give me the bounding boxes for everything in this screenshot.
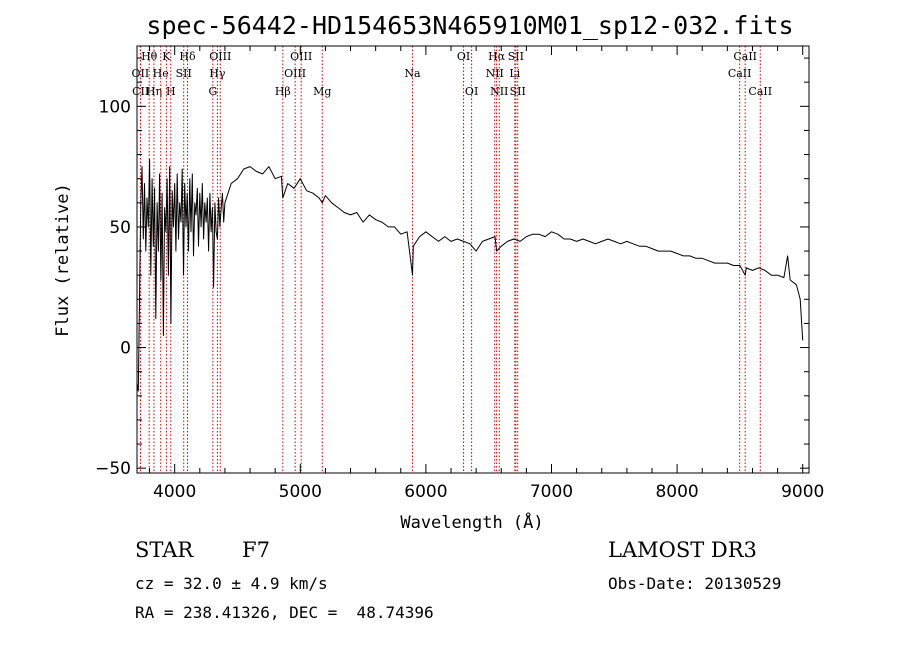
survey-label: LAMOST DR3 — [608, 538, 757, 562]
y-tick-label: −50 — [95, 459, 131, 479]
spectral-line-label: OIII — [290, 50, 312, 63]
subclass-label: F7 — [242, 538, 270, 562]
spectrum-series — [136, 158, 804, 392]
spectral-line-label: H — [166, 85, 176, 98]
spectral-line-label: CaII — [728, 67, 752, 80]
spectral-line-label: OIII — [284, 67, 306, 80]
spectral-line-label: OII — [132, 67, 150, 80]
x-tick-label: 7000 — [530, 482, 573, 502]
spectral-line-label: Hα — [488, 50, 506, 63]
spectral-line-label: Hδ — [179, 50, 196, 63]
axis-ticks: 4000 5000 6000 7000 8000 9000 −50 0 50 100 — [95, 46, 824, 502]
spectral-line-label: CaII — [748, 85, 772, 98]
x-axis-label: Wavelength (Å) — [400, 511, 543, 533]
spectral-line-label: Na — [404, 67, 421, 80]
spectral-line-label: He — [153, 67, 169, 80]
spectral-line-label: OI — [465, 85, 478, 98]
y-tick-label: 100 — [99, 97, 131, 117]
spectral-line-label: Hβ — [275, 85, 291, 98]
spectral-line-label: SII — [176, 67, 192, 80]
spectrum-line-flux — [136, 158, 804, 392]
x-tick-label: 9000 — [781, 482, 824, 502]
spectral-line-label: OI — [457, 50, 470, 63]
spectral-line-label: Hθ — [141, 50, 158, 63]
spectral-line-label: Li — [509, 67, 520, 80]
y-tick-label: 0 — [120, 339, 131, 359]
spectral-line-label: Mg — [313, 85, 331, 98]
coordinates-readout: RA = 238.41326, DEC = 48.74396 — [135, 603, 434, 622]
y-tick-label: 50 — [109, 218, 131, 238]
cz-readout: cz = 32.0 ± 4.9 km/s — [135, 574, 328, 593]
spectral-line-label: G — [208, 85, 217, 98]
x-tick-label: 4000 — [153, 482, 196, 502]
spectral-line-label: SII — [508, 50, 524, 63]
x-tick-label: 8000 — [655, 482, 698, 502]
spectral-line-label: SII — [510, 85, 526, 98]
spectral-line-label: CII — [132, 85, 149, 98]
chart-title: spec-56442-HD154653N465910M01_sp12-032.f… — [146, 11, 793, 40]
x-tick-label: 6000 — [404, 482, 447, 502]
spectral-line-label: K — [162, 50, 171, 63]
spectral-line-label: CaII — [733, 50, 757, 63]
spectral-line-label: Hγ — [209, 67, 226, 80]
x-tick-label: 5000 — [279, 482, 322, 502]
obs-date-readout: Obs-Date: 20130529 — [608, 574, 782, 593]
class-label: STAR — [135, 538, 194, 562]
spectral-line-label: Hη — [146, 85, 162, 98]
spectral-line-label: NII — [486, 67, 504, 80]
plot-frame — [136, 45, 810, 474]
spectral-line-label: OIII — [209, 50, 231, 63]
spectral-line-label: NII — [490, 85, 508, 98]
y-axis-label: Flux (relative) — [53, 183, 73, 337]
